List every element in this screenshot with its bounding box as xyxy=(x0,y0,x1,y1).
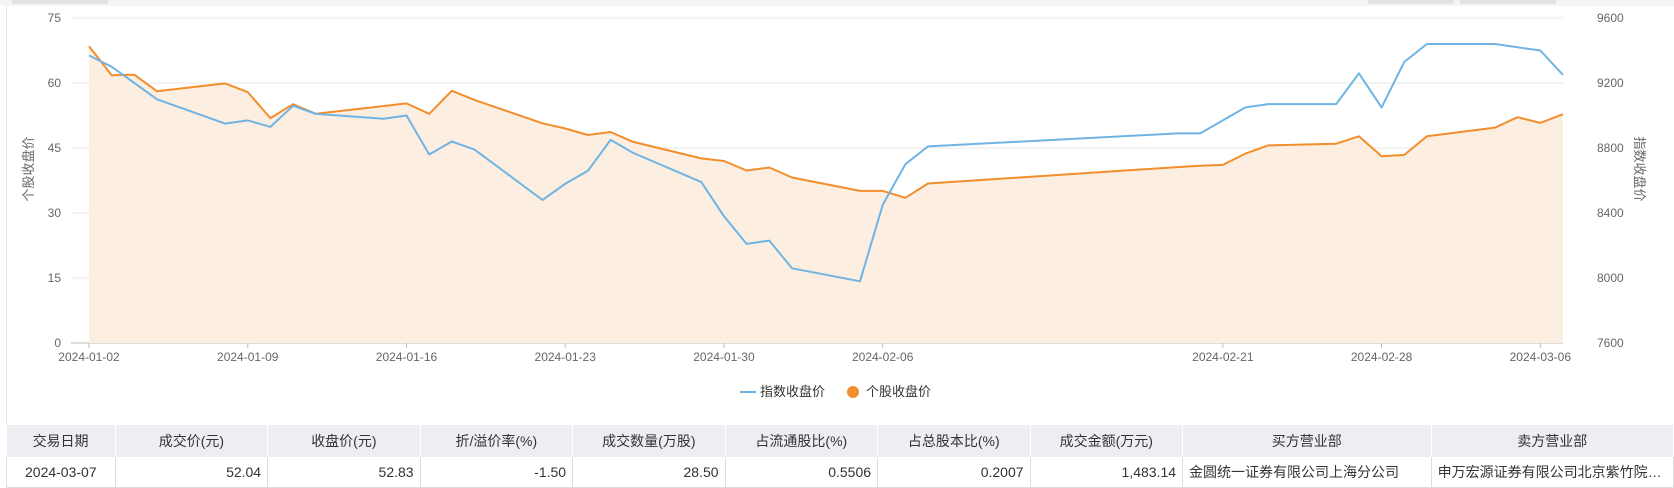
cell-total-ratio: 0.2007 xyxy=(877,457,1031,488)
y-axis-left-title: 个股收盘价 xyxy=(21,136,36,201)
y-right-tick-label: 8800 xyxy=(1597,141,1624,155)
x-tick-label: 2024-01-09 xyxy=(217,350,279,364)
y-right-tick-label: 8000 xyxy=(1597,271,1624,285)
price-chart: 0 15 30 45 60 75 7600 8000 8400 8800 9200 9600 2024-… xyxy=(21,11,1647,399)
cell-premium-rate: -1.50 xyxy=(419,457,574,488)
x-tick-label: 2024-03-06 xyxy=(1510,350,1572,364)
y-left-tick-label: 30 xyxy=(48,206,62,220)
cell-seller[interactable]: 申万宏源证券有限公司北京紫竹院路证券营业部 xyxy=(1430,457,1674,488)
y-right-tick-label: 7600 xyxy=(1597,336,1624,350)
header-float-ratio[interactable]: 占流通股比(%) xyxy=(725,425,879,457)
legend-item-stock[interactable]: 个股收盘价 xyxy=(847,384,931,399)
header-seller[interactable]: 卖方营业部 xyxy=(1431,425,1674,457)
cell-amount: 1,483.14 xyxy=(1029,457,1184,488)
panel-left-border xyxy=(6,6,7,424)
block-trade-table: 交易日期 成交价(元) 收盘价(元) 折/溢价率(%) 成交数量(万股) 占流通… xyxy=(6,425,1674,488)
cell-buyer[interactable]: 金圆统一证券有限公司上海分公司 xyxy=(1182,457,1432,488)
top-tab-right-2[interactable] xyxy=(1460,0,1556,4)
header-trade-date[interactable]: 交易日期 xyxy=(6,425,116,457)
header-volume[interactable]: 成交数量(万股) xyxy=(572,425,726,457)
header-premium-rate[interactable]: 折/溢价率(%) xyxy=(420,425,574,457)
table-header-row: 交易日期 成交价(元) 收盘价(元) 折/溢价率(%) 成交数量(万股) 占流通… xyxy=(6,425,1674,457)
header-close-price[interactable]: 收盘价(元) xyxy=(267,425,421,457)
header-buyer[interactable]: 买方营业部 xyxy=(1182,425,1432,457)
stock-price-line xyxy=(88,45,1564,199)
y-left-tick-label: 45 xyxy=(48,141,62,155)
x-tick-label: 2024-01-30 xyxy=(693,350,755,364)
top-tab-left[interactable] xyxy=(12,0,108,4)
cell-float-ratio: 0.5506 xyxy=(724,457,879,488)
table-row: 2024-03-07 52.04 52.83 -1.50 28.50 0.550… xyxy=(6,457,1674,488)
cell-trade-date: 2024-03-07 xyxy=(6,457,116,488)
y-right-tick-label: 8400 xyxy=(1597,206,1624,220)
series-lines xyxy=(88,43,1564,283)
x-tick-label: 2024-02-21 xyxy=(1192,350,1254,364)
cell-deal-price: 52.04 xyxy=(114,457,269,488)
y-right-tick-label: 9600 xyxy=(1597,11,1624,25)
y-left-tick-label: 60 xyxy=(48,76,62,90)
y-left-tick-label: 75 xyxy=(48,11,62,25)
index-price-line xyxy=(88,43,1564,283)
y-left-tick-label: 15 xyxy=(48,271,62,285)
stock-price-area xyxy=(89,46,1563,343)
x-tick-label: 2024-01-23 xyxy=(535,350,597,364)
axes: 0 15 30 45 60 75 7600 8000 8400 8800 9200 9600 2024-… xyxy=(48,11,1624,364)
legend[interactable]: 指数收盘价 个股收盘价 xyxy=(740,384,931,399)
top-strip xyxy=(0,0,1674,6)
x-tick-label: 2024-01-16 xyxy=(376,350,438,364)
x-tick-label: 2024-01-02 xyxy=(58,350,120,364)
y-axis-right-title: 指数收盘价 xyxy=(1632,136,1647,201)
y-right-tick-label: 9200 xyxy=(1597,76,1624,90)
cell-close-price: 52.83 xyxy=(267,457,421,488)
y-left-tick-label: 0 xyxy=(54,336,61,350)
header-deal-price[interactable]: 成交价(元) xyxy=(115,425,269,457)
x-tick-label: 2024-02-28 xyxy=(1351,350,1413,364)
legend-label-index: 指数收盘价 xyxy=(760,384,825,399)
cell-volume: 28.50 xyxy=(572,457,726,488)
x-tick-label: 2024-02-06 xyxy=(852,350,914,364)
top-tab-right-1[interactable] xyxy=(1368,0,1454,4)
header-amount[interactable]: 成交金额(万元) xyxy=(1030,425,1184,457)
legend-label-stock: 个股收盘价 xyxy=(866,384,931,399)
legend-item-index[interactable]: 指数收盘价 xyxy=(740,384,825,399)
header-total-ratio[interactable]: 占总股本比(%) xyxy=(877,425,1031,457)
